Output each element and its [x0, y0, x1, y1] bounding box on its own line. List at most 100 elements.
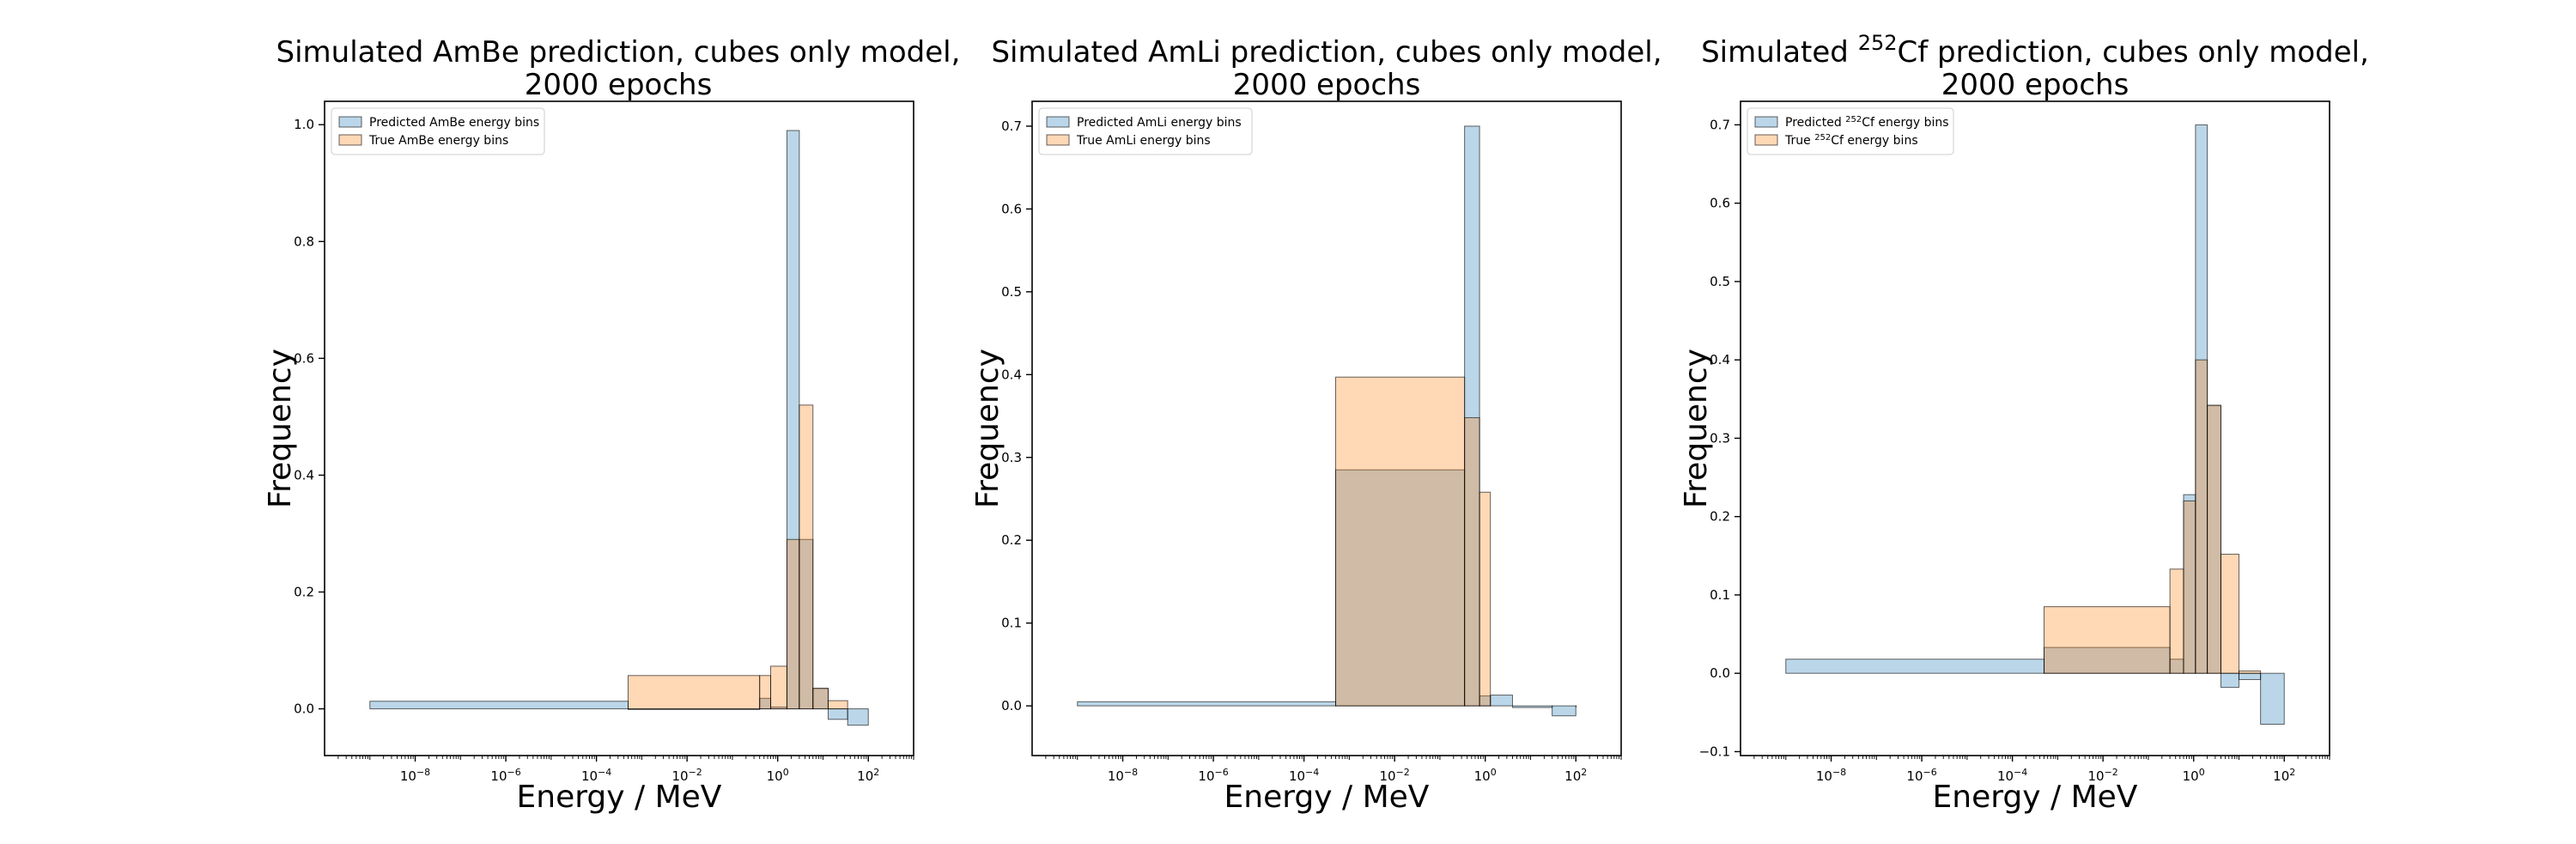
histogram-bar — [2238, 672, 2262, 680]
histogram-bar — [2260, 672, 2285, 725]
x-tick-label: 10−4 — [581, 767, 611, 785]
legend-label: Predicted 252Cf energy bins — [1785, 115, 1949, 131]
legend-label: Predicted AmBe energy bins — [369, 116, 539, 130]
histogram-bar — [1785, 659, 2044, 674]
x-tick-label: 10−4 — [1997, 767, 2027, 785]
y-tick-label: 0.4 — [294, 467, 314, 483]
bars — [1785, 124, 2285, 725]
x-axis-label: Energy / MeV — [1224, 780, 1430, 815]
y-tick-label: 0.6 — [1710, 196, 1730, 211]
x-tick-label: 100 — [1474, 767, 1497, 785]
x-tick-label: 10−2 — [671, 767, 702, 785]
axes-frame — [1031, 100, 1622, 756]
chart-title-line-2: 2000 epochs — [525, 68, 713, 102]
x-tick-label: 102 — [1564, 767, 1587, 785]
y-tick-label: 0.6 — [294, 350, 314, 366]
legend-label: True AmLi energy bins — [1076, 134, 1211, 148]
series-2 — [627, 404, 848, 710]
legend-box — [1038, 107, 1253, 155]
histogram-bar — [2220, 672, 2239, 689]
legend-swatch — [338, 134, 362, 146]
histogram-bar — [2169, 568, 2184, 674]
x-axis-label: Energy / MeV — [517, 780, 722, 815]
x-tick-label: 10−4 — [1289, 767, 1319, 785]
legend: Predicted AmBe energy bins True AmBe ener… — [331, 107, 545, 155]
histogram-bar — [1334, 469, 1466, 707]
histogram-bar — [2183, 500, 2196, 674]
y-axis-label: Frequency — [263, 349, 298, 508]
histogram-bar — [827, 700, 848, 710]
x-tick-label: 10−8 — [400, 767, 430, 785]
series-1 — [1785, 124, 2285, 725]
histogram-bar — [1575, 705, 1577, 707]
y-tick-label: 0.8 — [294, 234, 314, 249]
series-2 — [2043, 359, 2262, 674]
histogram-bar — [2207, 404, 2221, 674]
legend-swatch — [1046, 116, 1070, 128]
histogram-bar — [369, 701, 629, 710]
chart-title: Simulated AmLi prediction, cubes only mo… — [991, 35, 1662, 70]
histogram-bar — [1552, 705, 1577, 717]
x-tick-label: 10−2 — [1379, 767, 1409, 785]
chart-title: Simulated AmBe prediction, cubes only mo… — [276, 35, 961, 70]
axes-frame — [1740, 100, 2330, 756]
legend-label: True 252Cf energy bins — [1784, 133, 1918, 149]
y-tick-label: 0.2 — [1001, 532, 1022, 548]
x-tick-label: 100 — [2183, 767, 2205, 785]
histogram-bar — [627, 675, 761, 710]
chart-panel-3: Simulated 252Cf prediction, cubes only m… — [1679, 31, 2369, 815]
histogram-bar — [1511, 705, 1553, 708]
y-tick-label: 0.2 — [1710, 509, 1730, 525]
chart-title-line-2: 2000 epochs — [1233, 68, 1421, 102]
x-tick-label: 100 — [767, 767, 789, 785]
histogram-bar — [2238, 670, 2262, 674]
y-tick-label: −0.1 — [1699, 744, 1730, 759]
legend: Predicted 252Cf energy bins True 252Cf en… — [1747, 107, 1954, 155]
histogram-bar — [759, 675, 772, 710]
histogram-bar — [1490, 695, 1513, 707]
y-axis-label: Frequency — [1679, 349, 1714, 508]
histogram-bar — [2043, 606, 2171, 674]
y-tick-label: 0.3 — [1001, 450, 1022, 465]
y-tick-label: 0.0 — [1001, 698, 1022, 713]
legend-box — [1747, 107, 1954, 155]
histogram-bar — [2195, 359, 2208, 674]
y-tick-label: 0.7 — [1710, 117, 1730, 132]
axes-frame — [324, 100, 914, 756]
series-2 — [1334, 376, 1492, 707]
legend-box — [331, 107, 545, 155]
legend-swatch — [1754, 116, 1778, 128]
legend: Predicted AmLi energy bins True AmLi ener… — [1038, 107, 1253, 155]
chart-panel-2: Simulated AmLi prediction, cubes only mo… — [970, 35, 1662, 815]
y-tick-label: 0.0 — [1710, 665, 1730, 681]
histogram-bar — [799, 404, 814, 710]
x-tick-label: 10−8 — [1816, 767, 1846, 785]
legend-swatch — [1046, 134, 1070, 146]
legend-swatch — [1754, 134, 1778, 146]
y-tick-label: 0.5 — [1710, 274, 1730, 289]
y-tick-label: 1.0 — [294, 117, 314, 132]
chart-panel-1: Simulated AmBe prediction, cubes only mo… — [263, 35, 960, 815]
legend-label: True AmBe energy bins — [368, 134, 508, 148]
histogram-bar — [812, 688, 829, 710]
histogram-bar — [1479, 491, 1492, 707]
chart-title-line-2: 2000 epochs — [1941, 68, 2129, 102]
y-tick-label: 0.1 — [1001, 616, 1022, 631]
x-axis-label: Energy / MeV — [1933, 780, 2138, 815]
x-tick-label: 10−6 — [1198, 767, 1228, 785]
histogram-bar — [786, 538, 800, 710]
y-tick-label: 0.3 — [1710, 430, 1730, 446]
histogram-bar — [770, 665, 787, 710]
legend-label: Predicted AmLi energy bins — [1077, 116, 1242, 130]
y-axis-label: Frequency — [970, 349, 1005, 508]
histogram-bar — [1464, 416, 1480, 707]
histogram-bar — [1077, 701, 1336, 707]
y-tick-label: 0.6 — [1001, 201, 1022, 216]
y-tick-label: 0.1 — [1710, 587, 1730, 603]
x-tick-label: 10−2 — [2087, 767, 2117, 785]
bars — [369, 130, 869, 726]
x-tick-label: 10−6 — [1906, 767, 1936, 785]
histogram-bar — [2220, 553, 2239, 674]
y-tick-label: 0.5 — [1001, 284, 1022, 300]
